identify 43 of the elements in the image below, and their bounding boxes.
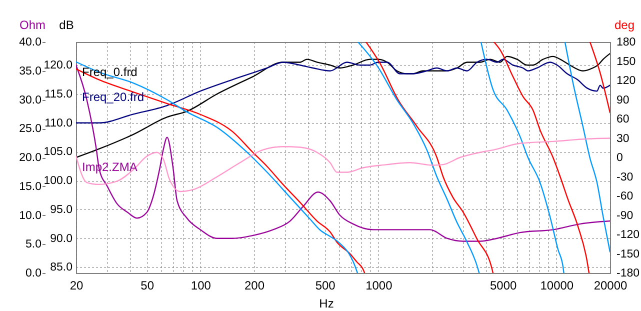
y-tick-label: 110.0 [44,117,72,130]
y-tick-label: 90.0 [50,232,72,245]
y3-tick-label: 90 [616,94,630,106]
x-axis-title: Hz [319,296,334,310]
y3-axis-title: deg [614,18,635,32]
y2-tick-label: 30.0 [19,94,42,106]
x-tick-label: 50 [140,278,154,292]
x-tick-label: 100 [190,278,212,292]
x-tick-label: 10000 [540,278,574,292]
y-tick-label: 120.0 [44,60,72,72]
y3-tick-label: -60 [616,190,634,202]
y3-tick-label: 120 [616,75,636,87]
y2-axis-title: Ohm [19,18,46,32]
y-tick-label: 85.0 [50,262,72,274]
y3-tick-label: -90 [616,210,634,222]
y3-tick-label: -30 [616,171,634,184]
x-tick-label: 20 [70,278,84,292]
y2-tick-label: 20.0 [19,152,42,164]
x-tick-label: 5000 [490,278,518,292]
y-axis-title: dB [59,18,74,32]
x-tick-label: 20000 [594,278,628,292]
y2-tick-label: 0.0 [26,268,42,280]
y3-tick-label: 150 [616,56,636,68]
y2-tick-label: 35.0 [19,65,42,78]
y-tick-label: 115.0 [44,88,72,100]
y2-tick-label: 15.0 [19,180,42,193]
y-tick-label: 105.0 [44,146,72,158]
y3-tick-label: -180 [616,268,640,280]
y3-tick-label: 30 [616,132,630,145]
x-tick-label: 500 [315,278,336,292]
x-tick-label: 200 [244,278,265,292]
y2-tick-label: 25.0 [19,123,42,136]
y3-tick-label: 180 [616,36,636,48]
y2-tick-label: 40.0 [19,36,42,48]
y3-tick-label: -120 [616,229,640,241]
y-tick-label: 100.0 [44,175,72,188]
y3-tick-label: 0 [616,152,623,164]
y2-tick-label: 10.0 [19,210,42,222]
y-tick-label: 95.0 [50,204,72,216]
x-tick-label: 1000 [366,278,393,292]
y3-tick-label: -150 [616,248,640,260]
y2-tick-label: 5.0 [26,238,42,251]
y3-tick-label: 60 [616,114,630,126]
